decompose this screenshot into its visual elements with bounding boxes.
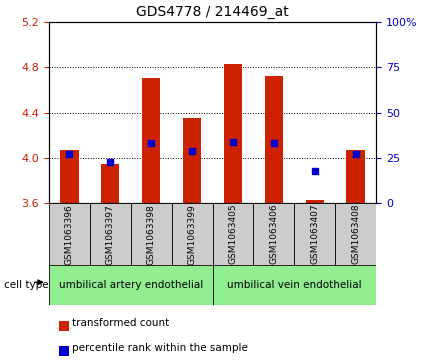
Point [66, 151, 73, 157]
Point [352, 151, 359, 157]
Text: transformed count: transformed count [72, 318, 170, 328]
Bar [59, 346, 70, 356]
Text: GSM1063396: GSM1063396 [65, 204, 74, 265]
Bar [131, 203, 172, 265]
Text: percentile rank within the sample: percentile rank within the sample [72, 343, 248, 352]
Text: GSM1063406: GSM1063406 [269, 204, 278, 265]
Bar [265, 76, 283, 203]
Text: GSM1063408: GSM1063408 [351, 204, 360, 265]
Bar [335, 203, 376, 265]
Bar [183, 118, 201, 203]
Bar [306, 200, 324, 203]
Bar [294, 203, 335, 265]
Text: umbilical artery endothelial: umbilical artery endothelial [59, 280, 203, 290]
Title: GDS4778 / 214469_at: GDS4778 / 214469_at [136, 5, 289, 19]
Bar [253, 203, 294, 265]
Bar [212, 265, 376, 305]
Text: GSM1063405: GSM1063405 [229, 204, 238, 265]
Bar [346, 150, 365, 203]
Text: GSM1063397: GSM1063397 [106, 204, 115, 265]
Bar [49, 203, 90, 265]
Bar [172, 203, 212, 265]
Text: GSM1063407: GSM1063407 [310, 204, 319, 265]
Bar [212, 203, 253, 265]
Point [107, 159, 113, 164]
Bar [224, 64, 242, 203]
Text: umbilical vein endothelial: umbilical vein endothelial [227, 280, 362, 290]
Bar [142, 78, 160, 203]
Point [270, 140, 277, 146]
Bar [59, 321, 70, 331]
Bar [101, 164, 119, 203]
Text: cell type: cell type [4, 280, 49, 290]
Point [148, 140, 155, 146]
Text: GSM1063398: GSM1063398 [147, 204, 156, 265]
Bar [60, 150, 79, 203]
Point [230, 139, 236, 144]
Point [189, 148, 196, 154]
Text: GSM1063399: GSM1063399 [187, 204, 196, 265]
Bar [90, 203, 131, 265]
Point [312, 168, 318, 174]
Bar [49, 265, 212, 305]
